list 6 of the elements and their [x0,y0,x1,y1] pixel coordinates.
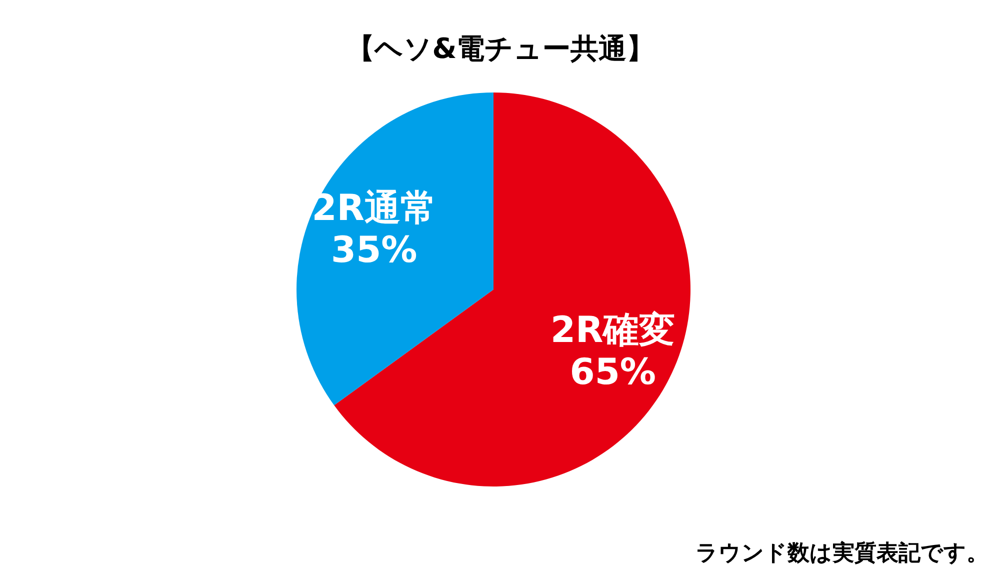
data-label: 35% [331,230,418,272]
slice-label: 2R確変 [550,310,676,351]
chart-title: 【ヘソ&電チュー共通】 [346,32,655,65]
data-label: 65% [570,352,656,393]
text: ラウンド数は実質表記です。 [696,540,988,566]
slice-label: 2R通常 [312,188,437,230]
